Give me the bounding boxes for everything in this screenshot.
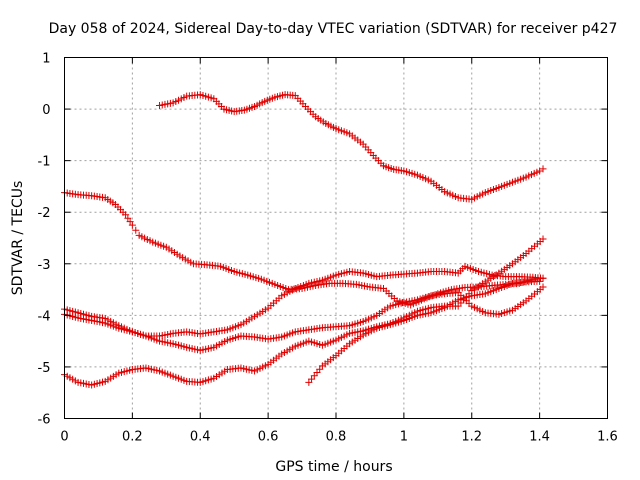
data-point [128,221,136,229]
series-track-6 [305,277,544,386]
data-series [61,91,547,389]
y-tick-label: -2 [38,206,51,221]
x-tick-label: 0.4 [190,430,211,445]
y-tick-label: -1 [38,155,51,170]
y-tick-label: 1 [42,52,50,67]
x-tick-label: 1.2 [461,430,482,445]
y-tick-label: 0 [42,103,50,118]
x-tick-label: 0 [60,430,68,445]
y-tick-label: -6 [38,413,51,428]
y-tick-label: -4 [38,309,51,324]
x-tick-label: 0.8 [326,430,347,445]
series-track-5 [61,235,547,389]
y-tick-label: -3 [38,258,51,273]
data-point [132,226,140,234]
x-tick-label: 1.6 [597,430,618,445]
series-track-2 [61,189,547,309]
axis-ticks: 0 0.2 0.4 0.6 0.8 1 1.2 1.4 1.6 1 0 -1 -2 -3 -4 -5 -6 [38,52,618,445]
data-point [539,283,547,291]
x-tick-label: 1.4 [529,430,550,445]
y-tick-label: -5 [38,361,51,376]
x-axis-label: GPS time / hours [275,459,392,475]
y-axis-label: SDTVAR / TECUs [10,181,26,296]
grid-lines [64,57,608,419]
series-track-1 [156,91,547,203]
x-tick-label: 1 [400,430,408,445]
data-point [536,277,544,285]
series-track-4 [61,283,547,354]
x-tick-label: 0.2 [122,430,143,445]
x-tick-label: 0.6 [258,430,279,445]
data-point [539,165,547,173]
chart-title: Day 058 of 2024, Sidereal Day-to-day VTE… [49,21,618,37]
data-point [539,235,547,243]
data-point [539,274,547,282]
